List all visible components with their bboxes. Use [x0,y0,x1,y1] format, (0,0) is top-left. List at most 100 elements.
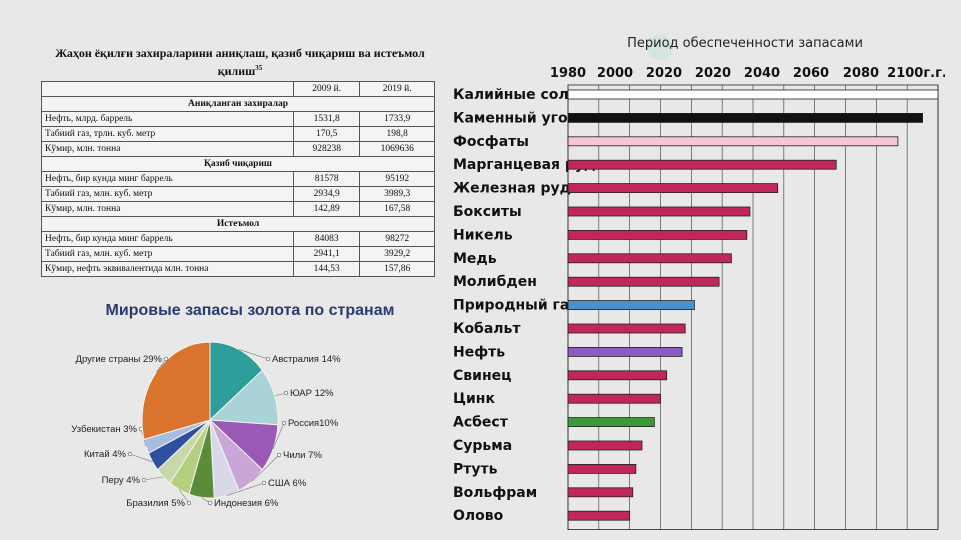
category-label: Олово [453,508,504,524]
bar [567,463,637,474]
x-tick-label: 1980 [550,66,586,81]
x-tick-label: 2060 [793,66,829,81]
category-label: Сурьма [453,438,512,454]
table-cell-2019: 167,58 [359,201,435,217]
bar [567,393,661,404]
bar [567,229,748,240]
table-cell-2009: 2941,1 [292,246,361,262]
table-header-row: 2009 й. 2019 й. [41,81,435,97]
category-label: Молибден [453,274,537,290]
pie-leader-line [178,489,190,504]
table-title-footnote: 35 [255,64,263,72]
table-cell-2009: 142,89 [292,201,361,217]
bar [567,487,634,498]
bar [567,346,683,357]
x-tick-label: 2000 [597,66,633,81]
table-row: Кўмир, нефть эквивалентида млн. тонна 144… [41,261,435,277]
fuel-statistics-table: 2009 й. 2019 й. Аниқланган захиралар Нефть,… [41,81,435,277]
table-title-line2: қилиш [217,64,256,78]
table-cell-2009: 1531,8 [292,111,361,127]
table-row: Табиий газ, млн. куб. метр 2934,9 3989,3 [41,186,435,202]
pie-leader-line [251,454,280,482]
table-cell-label: Табиий газ, трлн. куб. метр [41,126,294,142]
table-cell-label: Нефть, бир кунда минг баррель [41,231,294,247]
category-label: Железная руда [453,181,580,197]
category-label: Ртуть [453,461,498,477]
table-cell-2009: 81578 [292,171,361,187]
table-row: Кўмир, млн. тонна 142,89 167,58 [41,201,435,217]
pie-slice [141,341,211,441]
table-cell-2019: 3989,3 [359,186,435,202]
bar [567,370,668,381]
pie-slice-label: Австралия 14% [272,354,341,365]
pie-slice-label: ЮАР 12% [290,388,334,399]
category-label: Свинец [453,368,512,384]
table-cell-label: Кўмир, нефть эквивалентида млн. тонна [41,261,294,277]
pie-slice-label: США 6% [268,478,307,489]
pie-chart-title: Мировые запасы золота по странам [105,302,395,319]
table-cell-2009: 928238 [292,141,361,157]
category-label: Кобальт [453,321,521,337]
pie-label-marker [283,390,289,396]
table-header-empty [41,81,294,97]
pie-leader-line [156,358,167,373]
table-cell-2009: 170,5 [292,126,361,142]
bar [567,113,923,123]
x-tick-label: 2040 [744,66,780,81]
table-cell-2019: 1069636 [359,141,435,157]
pie-leader-line [129,453,153,463]
table-section-row: Қазиб чиқариш [41,156,435,172]
pie-slice-label: Другие страны 29% [76,354,163,365]
pie-leader-line [143,476,164,481]
pie-label-marker [207,500,213,506]
table-row: Нефть, бир кунда минг баррель 84083 98272 [41,231,435,247]
category-label: Каменный уголь [453,110,587,126]
pie-slice-label: Индонезия 6% [214,498,279,509]
left-panel: Жаҳон ёқилғи захираларини аниқлаш, қазиб… [0,0,450,540]
category-label: Цинк [453,391,495,407]
table-cell-label: Нефть, бир кунда минг баррель [41,171,294,187]
table-header-2019: 2019 й. [359,81,435,97]
gold-reserves-pie-chart: Австралия 14% ЮАР 12% Россия10% Чили 7% США … [71,341,341,509]
table-cell-2019: 98272 [359,231,435,247]
table-row: Табиий газ, млн. куб. метр 2941,1 3929,2 [41,246,435,262]
table-section-row: Аниқланган захиралар [41,96,435,112]
category-label: Калийные соли [453,87,578,103]
table-title: Жаҳон ёқилғи захираларини аниқлаш, қазиб… [40,46,440,79]
pie-slice-label: Чили 7% [283,450,322,461]
pie-label-marker [186,500,192,506]
category-label: Медь [453,251,497,267]
bar [567,323,686,334]
pie-label-marker [141,477,147,483]
table-cell-2019: 95192 [359,171,435,187]
table-cell-2019: 157,86 [359,261,435,277]
table-cell-2019: 3929,2 [359,246,435,262]
bar [567,440,643,451]
table-cell-2019: 1733,9 [359,111,435,127]
pie-slice-label: Россия10% [288,418,339,429]
table-row: Кўмир, млн. тонна 928238 1069636 [41,141,435,157]
pie-leader-line [272,422,285,449]
category-label: Никель [453,227,513,243]
bar [567,253,732,264]
reserves-period-bar-chart: 1980 2000 2020 2020 2040 2060 2080 2100г.г. Кали… [453,66,945,530]
pie-label-marker [281,420,287,426]
bar [567,89,939,100]
pie-label-marker [163,356,169,362]
x-tick-label: 2080 [843,66,879,81]
category-label: Природный газ [453,298,577,314]
pie-label-marker [127,451,133,457]
table-cell-2009: 84083 [292,231,361,247]
pie-label-marker [261,480,267,486]
table-row: Нефть, млрд. баррель 1531,8 1733,9 [41,111,435,127]
table-row: Нефть, бир кунда минг баррель 81578 95192 [41,171,435,187]
category-label: Нефть [453,344,505,360]
category-label: Фосфаты [453,134,529,150]
table-header-2009: 2009 й. [292,81,361,97]
pie-slice-label: Китай 4% [84,449,127,460]
bar-chart-title: Период обеспеченности запасами [627,36,863,51]
bar [567,159,837,170]
table-cell-2009: 144,53 [292,261,361,277]
category-label: Асбест [453,415,509,431]
table-section-row: Истеъмол [41,216,435,232]
